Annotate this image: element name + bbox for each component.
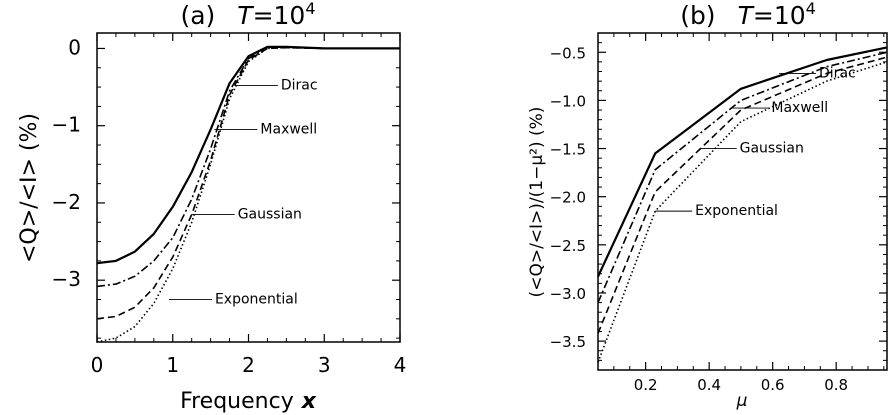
annotation-dirac: Dirac bbox=[819, 65, 856, 81]
panel-b-frame bbox=[597, 32, 888, 371]
annotation-maxwell: Maxwell bbox=[771, 100, 828, 116]
series-line-maxwell bbox=[597, 51, 888, 303]
annotation-gaussian: Gaussian bbox=[740, 141, 804, 157]
series-line-dirac bbox=[597, 46, 888, 278]
y-tick-label: −1.5 bbox=[550, 141, 586, 159]
y-tick-label: −0.5 bbox=[550, 44, 586, 62]
y-tick-label: −3.0 bbox=[550, 285, 586, 303]
y-tick-label: −3 bbox=[52, 267, 81, 291]
series-line-dirac bbox=[96, 45, 400, 265]
x-tick-label: 0.2 bbox=[634, 376, 658, 394]
x-tick-label: 0 bbox=[91, 353, 104, 377]
x-tick-label: 0.8 bbox=[824, 376, 848, 394]
x-tick-label: 3 bbox=[318, 353, 331, 377]
annotation-gaussian: Gaussian bbox=[238, 207, 302, 223]
panel-a-annotations: Dirac Maxwell Gaussian Exponential bbox=[168, 78, 318, 308]
annotation-exponential: Exponential bbox=[695, 203, 778, 219]
panel-b-label: (b) bbox=[680, 1, 715, 30]
panel-b-series bbox=[597, 46, 888, 363]
panel-b: (b) T=104 0.2 0.4 0.6 0.8 −0.5 −1.0 −1.5 −2.0 −2.… bbox=[527, 0, 888, 411]
y-tick-label: 0 bbox=[68, 35, 81, 59]
annotation-exponential: Exponential bbox=[215, 292, 298, 308]
panel-b-annotations: Dirac Maxwell Gaussian Exponential bbox=[655, 65, 856, 219]
panel-a-label: (a) bbox=[180, 1, 215, 30]
x-tick-label: 0.4 bbox=[697, 376, 721, 394]
x-tick-label: 2 bbox=[242, 353, 255, 377]
y-tick-label: −2 bbox=[52, 190, 81, 214]
panel-a: (a) T=104 0 1 2 3 4 0 −1 −2 −3 Dirac Maxwell Gaussi… bbox=[17, 0, 406, 414]
panel-a-series bbox=[96, 45, 400, 343]
panel-b-title: (b) T=104 bbox=[680, 0, 816, 30]
panel-a-ylabel: <Q>/<I> (%) bbox=[17, 113, 42, 263]
panel-b-ylabel: (<Q>/<I>)/(1−μ²) (%) bbox=[527, 107, 547, 298]
y-tick-label: −2.5 bbox=[550, 237, 586, 255]
panel-a-title: (a) T=104 bbox=[180, 0, 315, 30]
series-line-maxwell bbox=[96, 46, 400, 288]
x-tick-label: 4 bbox=[394, 353, 407, 377]
panel-b-ticks: 0.2 0.4 0.6 0.8 −0.5 −1.0 −1.5 −2.0 −2.5 −3.0 −3.5 bbox=[550, 33, 887, 394]
y-tick-label: −1 bbox=[52, 113, 81, 137]
panel-b-xlabel: μ bbox=[736, 391, 748, 411]
y-tick-label: −2.0 bbox=[550, 189, 586, 207]
y-tick-label: −1.0 bbox=[550, 92, 586, 110]
y-tick-label: −3.5 bbox=[550, 333, 586, 351]
panel-a-xlabel: Frequency x bbox=[180, 389, 317, 414]
panel-a-ticks: 0 1 2 3 4 0 −1 −2 −3 bbox=[52, 33, 407, 377]
annotation-maxwell: Maxwell bbox=[260, 122, 317, 138]
series-line-gaussian bbox=[96, 46, 400, 320]
series-line-gaussian bbox=[597, 56, 888, 334]
x-tick-label: 1 bbox=[166, 353, 179, 377]
x-tick-label: 0.6 bbox=[761, 376, 785, 394]
annotation-dirac: Dirac bbox=[281, 78, 318, 94]
